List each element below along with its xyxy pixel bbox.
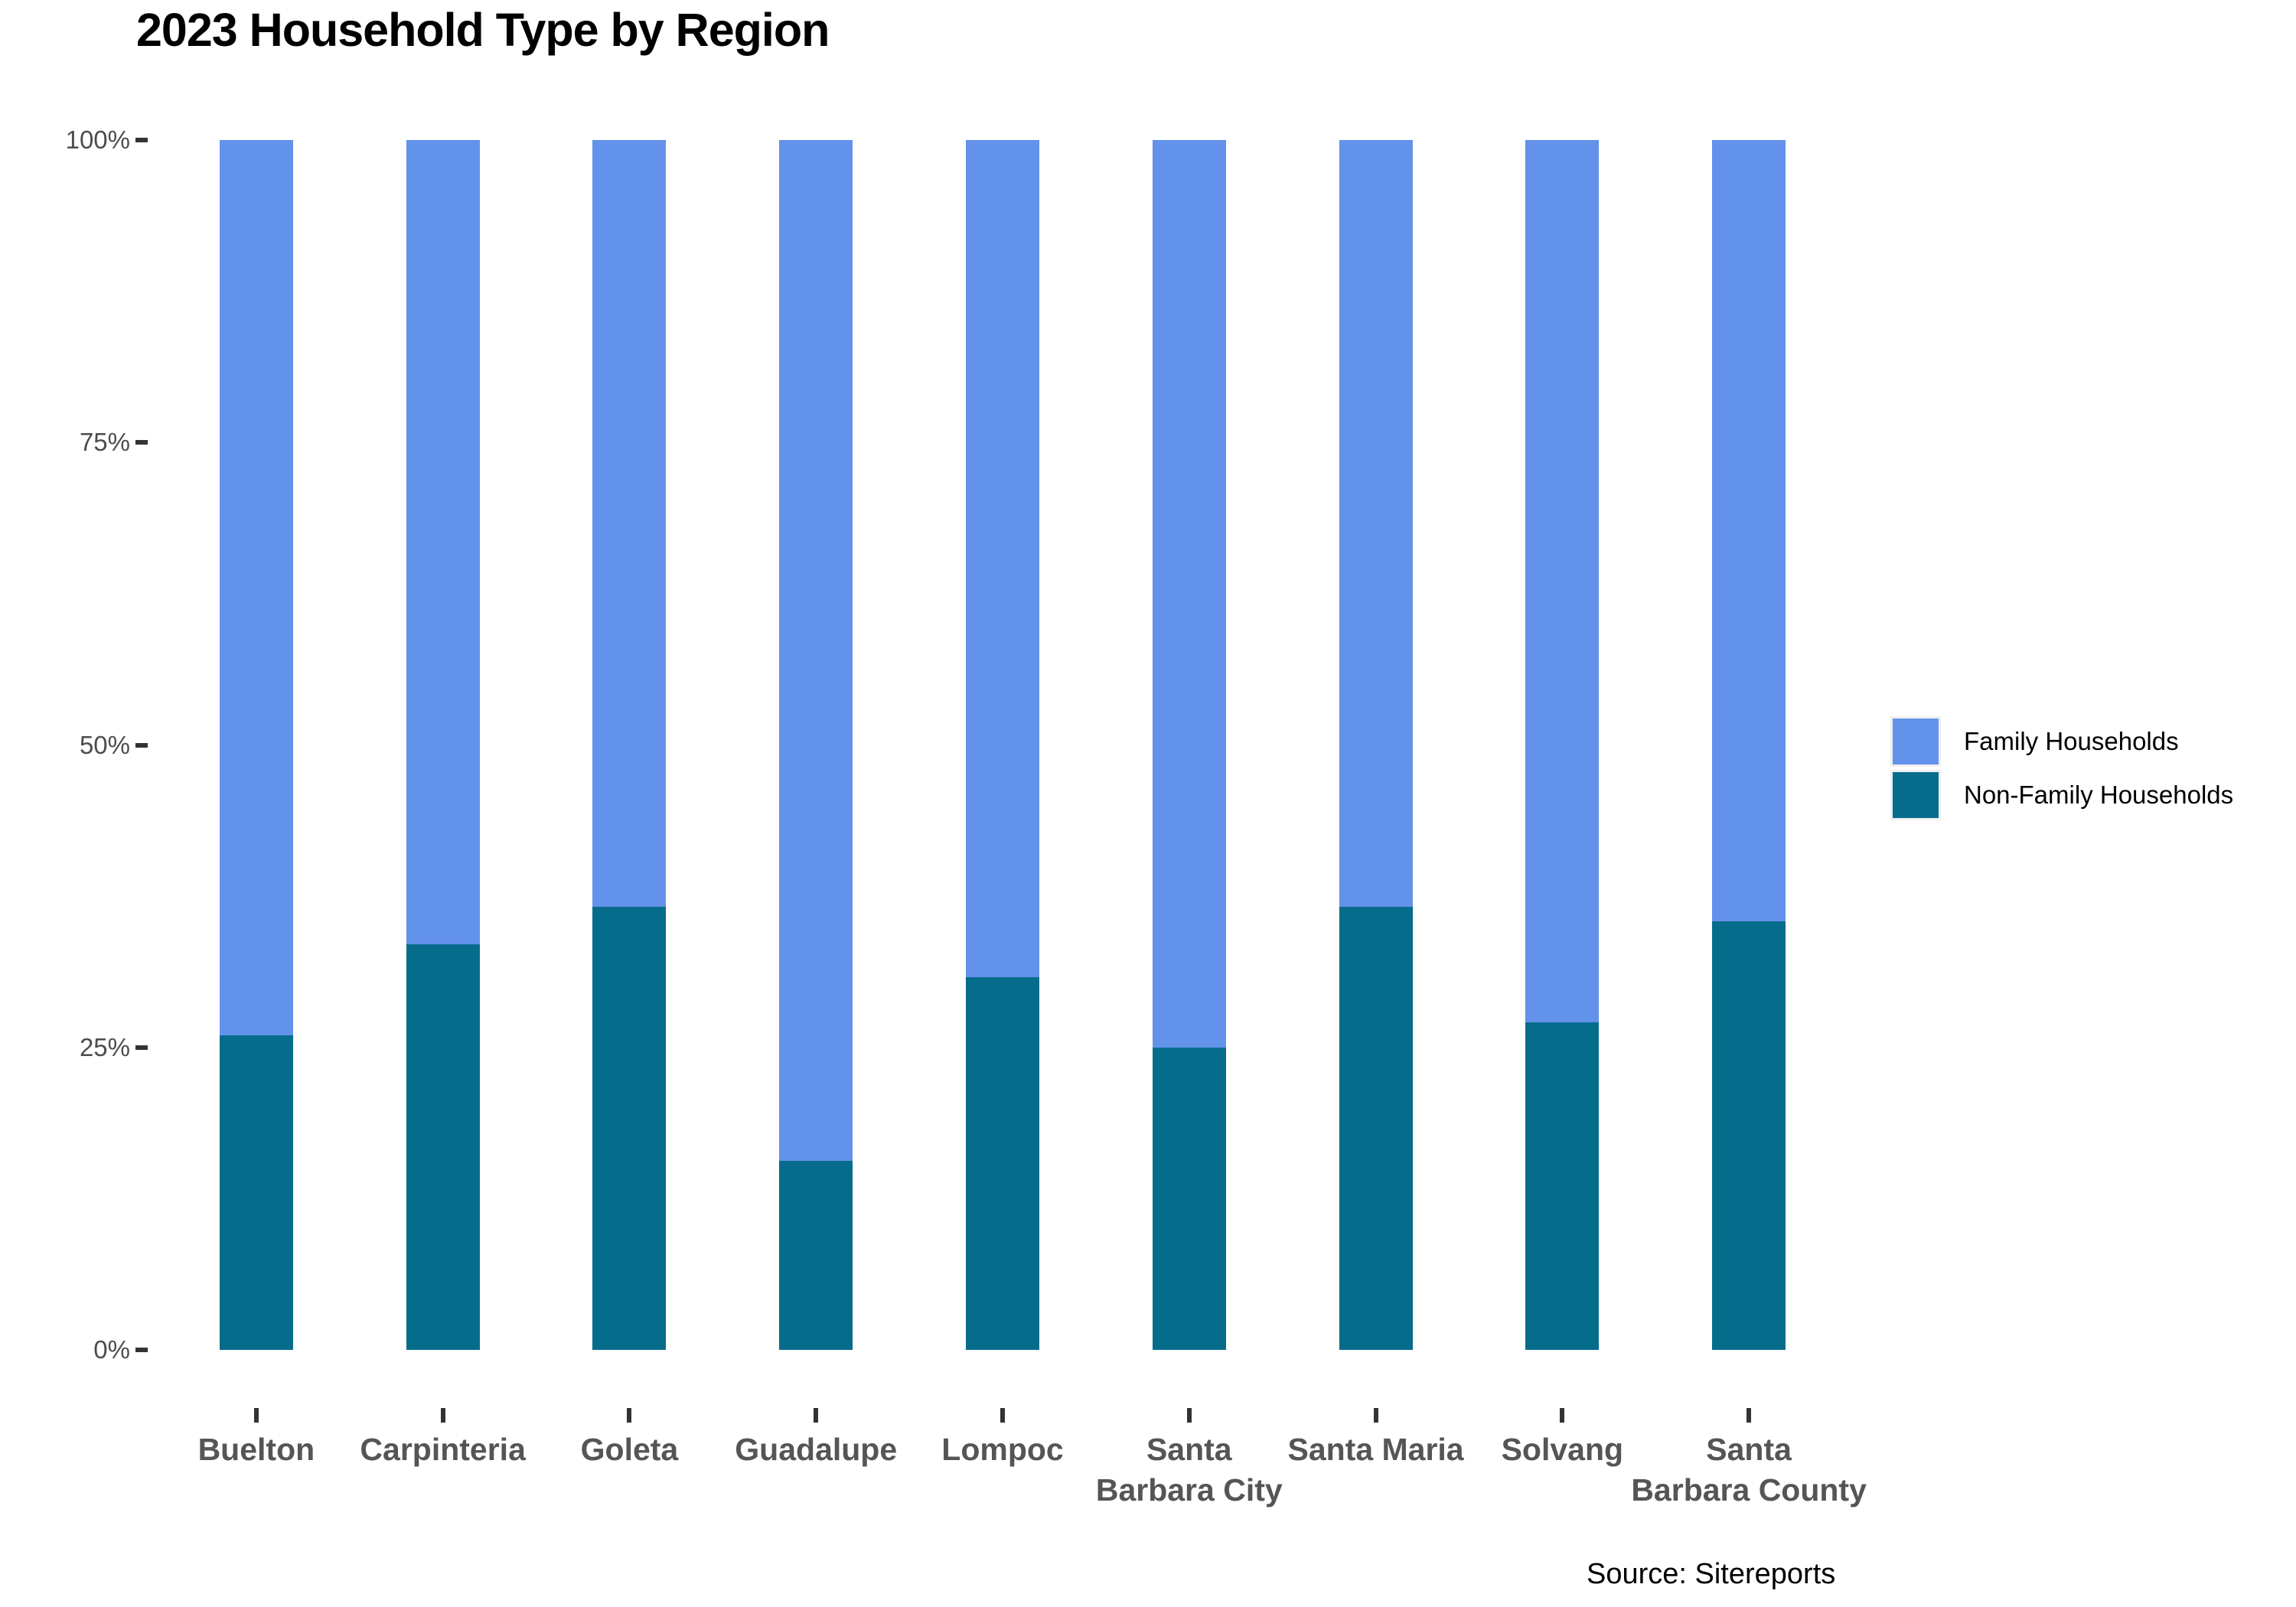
legend-item: Family Households [1890,716,2233,767]
y-tick-label: 0% [93,1335,130,1364]
chart-title: 2023 Household Type by Region [136,4,830,56]
y-tick-mark [135,1045,148,1050]
x-tick-mark [627,1408,632,1423]
x-tick-mark [1746,1408,1752,1423]
x-tick-label: Lompoc [941,1432,1064,1467]
x-tick-label: Goleta [580,1432,679,1467]
stacked-bar [592,140,667,1350]
stacked-bar [1152,140,1226,1350]
bar-slot [1283,140,1469,1350]
x-tick-mark [1560,1408,1565,1423]
x-tick-label: Buelton [197,1432,315,1467]
bar-slot [722,140,909,1350]
x-tick-mark [1000,1408,1005,1423]
y-tick-label: 25% [79,1032,130,1061]
x-tick-label: Guadalupe [735,1432,898,1467]
bar-slot [536,140,723,1350]
legend-label: Non-Family Households [1964,781,2234,809]
legend-item: Non-Family Households [1890,770,2233,820]
stacked-bar [219,140,293,1350]
bar-segment-family [219,140,293,1035]
y-tick-label: 75% [79,428,130,457]
bar-segment-non_family [592,907,667,1350]
bar-slot [163,140,350,1350]
x-tick-mark [1373,1408,1378,1423]
bar-slot [350,140,536,1350]
y-tick-mark [135,742,148,748]
legend-swatch-non_family [1890,770,1941,820]
bar-segment-family [1152,140,1226,1048]
bar-segment-non_family [406,944,480,1350]
legend: Family Households Non-Family Households [1890,716,2233,823]
x-tick-label: Santa Barbara County [1631,1432,1867,1508]
legend-swatch-family [1890,716,1941,767]
y-tick-mark [135,138,148,142]
x-tick-label: Solvang [1501,1432,1624,1467]
y-tick-label: 100% [65,125,130,154]
bar-segment-family [1712,140,1786,922]
bar-segment-family [779,140,853,1162]
bar-slot [1655,140,1842,1350]
bar-segment-non_family [1712,921,1786,1350]
x-tick-mark [440,1408,445,1423]
bar-segment-non_family [219,1035,293,1350]
x-tick-label: Carpinteria [360,1432,526,1467]
legend-label: Family Households [1964,727,2179,755]
y-tick-label: 50% [79,730,130,759]
x-tick-mark [814,1408,819,1423]
stacked-bar [1712,140,1786,1350]
bar-segment-non_family [1152,1047,1226,1350]
bar-slot [1469,140,1655,1350]
stacked-bar [965,140,1039,1350]
bar-segment-family [406,140,480,945]
bar-segment-family [965,140,1039,978]
source-note: Source: Sitereports [1587,1558,1836,1590]
bar-segment-non_family [965,977,1039,1350]
bar-segment-family [1525,140,1600,1022]
stacked-bar [406,140,480,1350]
bar-segment-non_family [1525,1022,1600,1350]
x-tick-label: Santa Maria [1287,1432,1464,1467]
x-tick-label: Santa Barbara City [1095,1432,1283,1508]
y-tick-mark [135,1348,148,1352]
x-tick-mark [253,1408,259,1423]
plot-area [163,140,1842,1350]
x-tick-mark [1186,1408,1192,1423]
bar-segment-family [592,140,667,908]
bar-slot [1096,140,1283,1350]
bar-segment-non_family [779,1161,853,1350]
bar-segment-non_family [1339,907,1413,1350]
stacked-bar [1525,140,1600,1350]
bar-slot [909,140,1096,1350]
stacked-bar [1339,140,1413,1350]
stacked-bar [779,140,853,1350]
bar-segment-family [1339,140,1413,908]
y-tick-mark [135,440,148,445]
